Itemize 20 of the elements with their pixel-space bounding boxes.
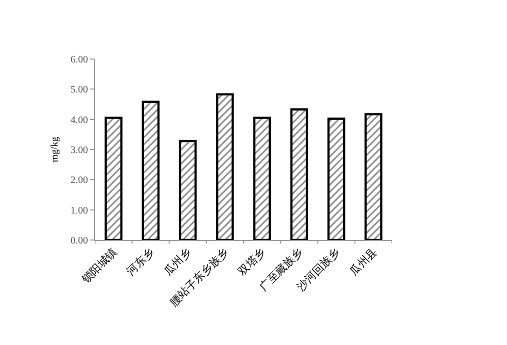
bar [216, 93, 234, 240]
x-tick-label: 锁阳城镇 [78, 246, 120, 287]
y-tick-label: 4.00 [70, 114, 88, 126]
y-tick-label: 2.00 [70, 175, 88, 186]
x-tick-label: 瓜州县 [346, 246, 380, 278]
bar [364, 113, 382, 240]
x-tick-label: 瓜州乡 [161, 246, 194, 278]
y-axis-title: mg/kg [50, 136, 60, 162]
bar [327, 118, 346, 240]
y-tick-label: 1.00 [70, 205, 88, 216]
y-tick-label: 0.00 [70, 236, 88, 246]
x-tick-label: 河东乡 [124, 246, 157, 278]
bar [253, 116, 271, 240]
bar [142, 100, 160, 240]
bar [178, 140, 197, 240]
y-tick-label: 3.00 [70, 145, 88, 156]
y-tick-label: 5.00 [70, 84, 88, 96]
bar [104, 116, 122, 240]
bar [290, 108, 308, 240]
y-tick-label: 6.00 [70, 54, 88, 66]
